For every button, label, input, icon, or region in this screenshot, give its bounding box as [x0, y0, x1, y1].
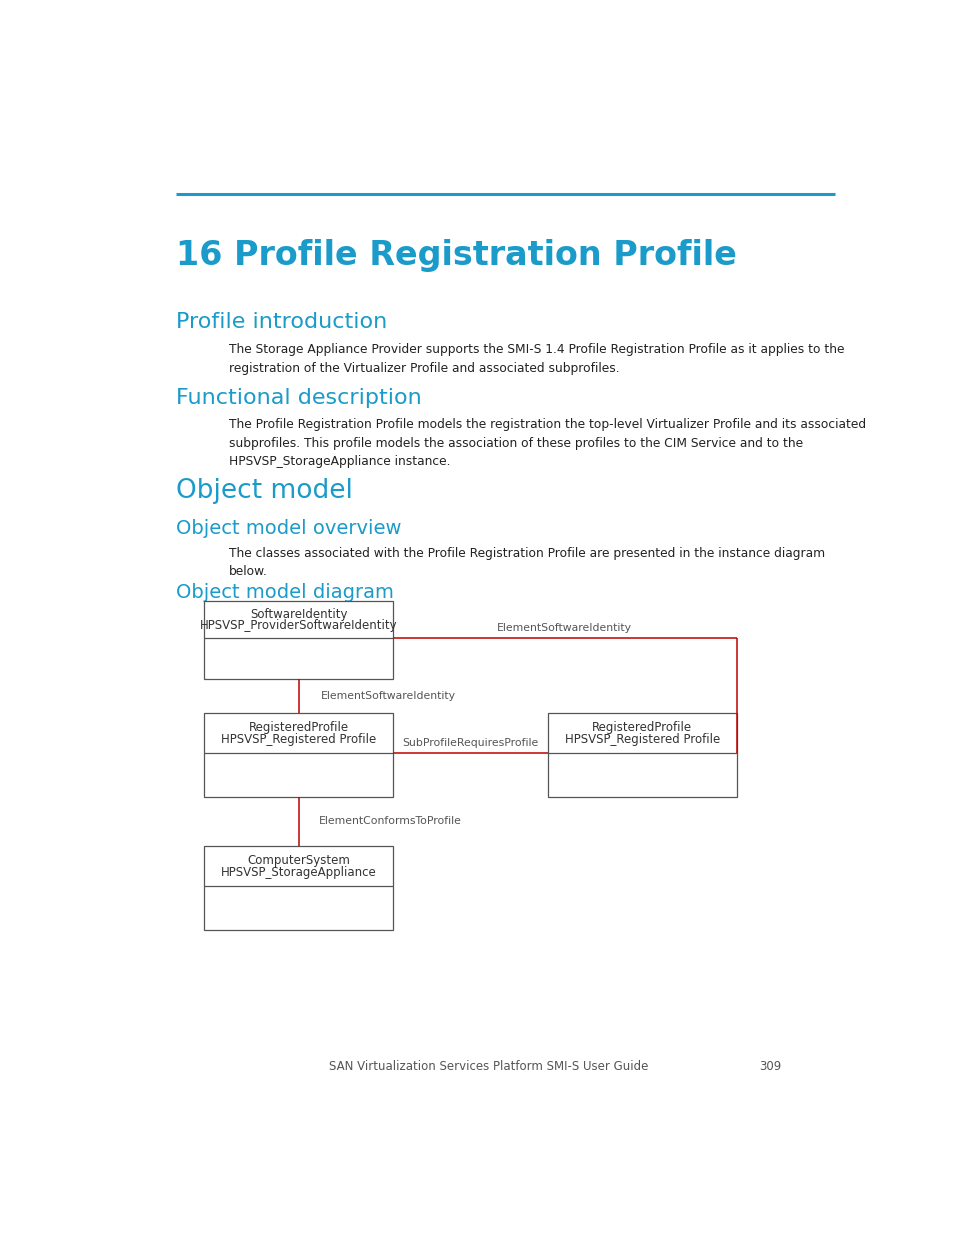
Text: Functional description: Functional description	[176, 388, 421, 408]
Bar	[204, 601, 393, 679]
Text: HPSVSP_Registered Profile: HPSVSP_Registered Profile	[221, 732, 375, 746]
Text: HPSVSP_Registered Profile: HPSVSP_Registered Profile	[564, 732, 720, 746]
Text: ElementSoftwareIdentity: ElementSoftwareIdentity	[497, 622, 632, 632]
Bar	[204, 713, 393, 797]
Text: SoftwareIdentity: SoftwareIdentity	[250, 608, 347, 621]
Text: The classes associated with the Profile Registration Profile are presented in th: The classes associated with the Profile …	[229, 547, 824, 578]
Text: 309: 309	[758, 1061, 781, 1073]
Text: HPSVSP_ProviderSoftwareIdentity: HPSVSP_ProviderSoftwareIdentity	[199, 619, 397, 631]
Text: ComputerSystem: ComputerSystem	[247, 853, 350, 867]
Bar	[204, 846, 393, 930]
Text: ElementConformsToProfile: ElementConformsToProfile	[319, 816, 461, 826]
Text: The Profile Registration Profile models the registration the top-level Virtualiz: The Profile Registration Profile models …	[229, 419, 865, 468]
Text: ElementSoftwareIdentity: ElementSoftwareIdentity	[320, 690, 456, 701]
Text: Profile introduction: Profile introduction	[176, 311, 387, 332]
Text: HPSVSP_StorageAppliance: HPSVSP_StorageAppliance	[220, 866, 376, 878]
Text: Object model overview: Object model overview	[176, 519, 401, 538]
Text: RegisteredProfile: RegisteredProfile	[592, 721, 692, 734]
Text: RegisteredProfile: RegisteredProfile	[248, 721, 348, 734]
Text: SAN Virtualization Services Platform SMI-S User Guide: SAN Virtualization Services Platform SMI…	[329, 1061, 648, 1073]
Text: The Storage Appliance Provider supports the SMI-S 1.4 Profile Registration Profi: The Storage Appliance Provider supports …	[229, 343, 843, 374]
Text: Object model diagram: Object model diagram	[176, 583, 394, 601]
Text: 16 Profile Registration Profile: 16 Profile Registration Profile	[176, 238, 737, 272]
Text: SubProfileRequiresProfile: SubProfileRequiresProfile	[402, 737, 538, 747]
Text: Object model: Object model	[176, 478, 353, 504]
Bar	[547, 713, 736, 797]
